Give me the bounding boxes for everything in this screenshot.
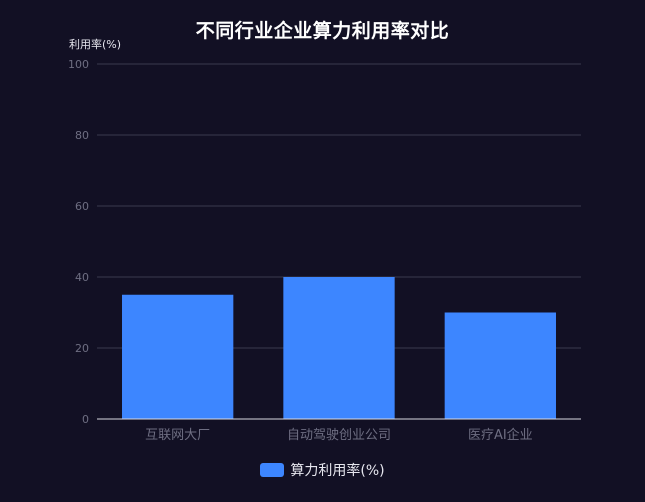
bar[interactable] [283,277,395,419]
legend-label: 算力利用率(%) [290,463,385,479]
x-category-label: 互联网大厂 [145,428,210,443]
bar[interactable] [444,312,556,420]
legend-swatch [260,463,285,477]
y-tick-label: 40 [75,271,89,284]
y-tick-label: 80 [75,129,89,142]
y-tick-label: 0 [82,413,89,426]
x-category-label: 自动驾驶创业公司 [287,428,391,443]
chart-title: 不同行业企业算力利用率对比 [195,20,450,42]
y-axis-label: 利用率(%) [69,38,122,51]
legend[interactable]: 算力利用率(%) [0,460,645,480]
y-tick-label: 100 [68,58,89,71]
y-tick-label: 20 [75,342,89,355]
bar[interactable] [122,294,234,419]
y-tick-label: 60 [75,200,89,213]
x-category-label: 医疗AI企业 [468,427,533,443]
